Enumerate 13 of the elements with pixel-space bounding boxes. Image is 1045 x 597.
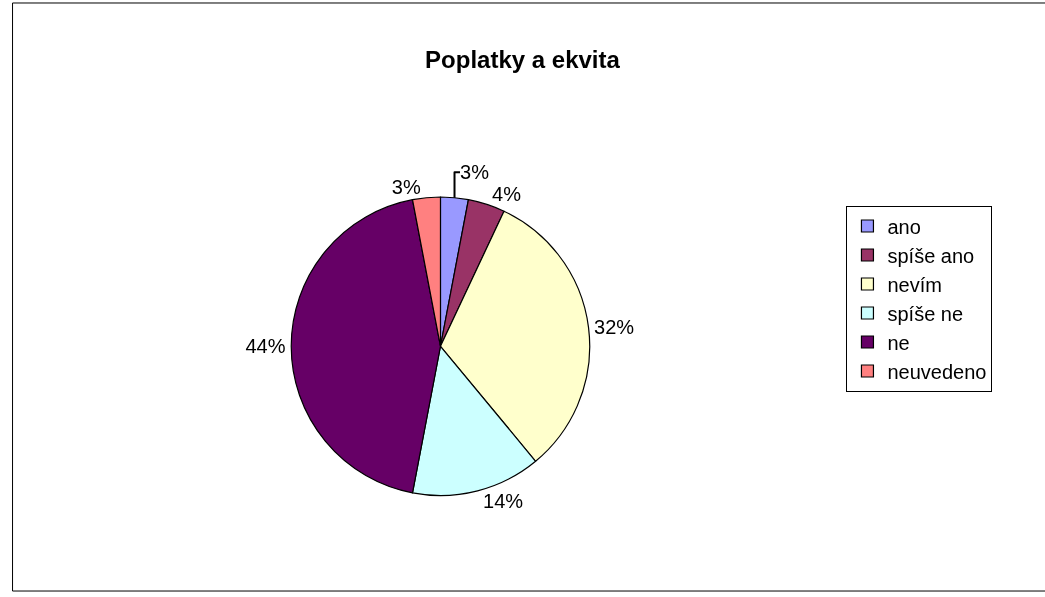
legend-label: spíše ano [887, 244, 975, 267]
data-label: 3% [460, 161, 490, 184]
chart-title: Poplatky a ekvita [425, 46, 621, 74]
data-label: 3% [391, 175, 421, 198]
legend-label: nevím [887, 273, 942, 296]
legend-label: ano [887, 215, 921, 238]
data-label: 14% [483, 490, 524, 513]
data-label: 44% [245, 335, 286, 358]
data-label: 32% [594, 316, 635, 339]
legend-label: spíše ne [887, 302, 964, 325]
legend-label: neuvedeno [887, 360, 987, 383]
legend-label: ne [887, 331, 910, 354]
data-label: 4% [492, 183, 522, 206]
